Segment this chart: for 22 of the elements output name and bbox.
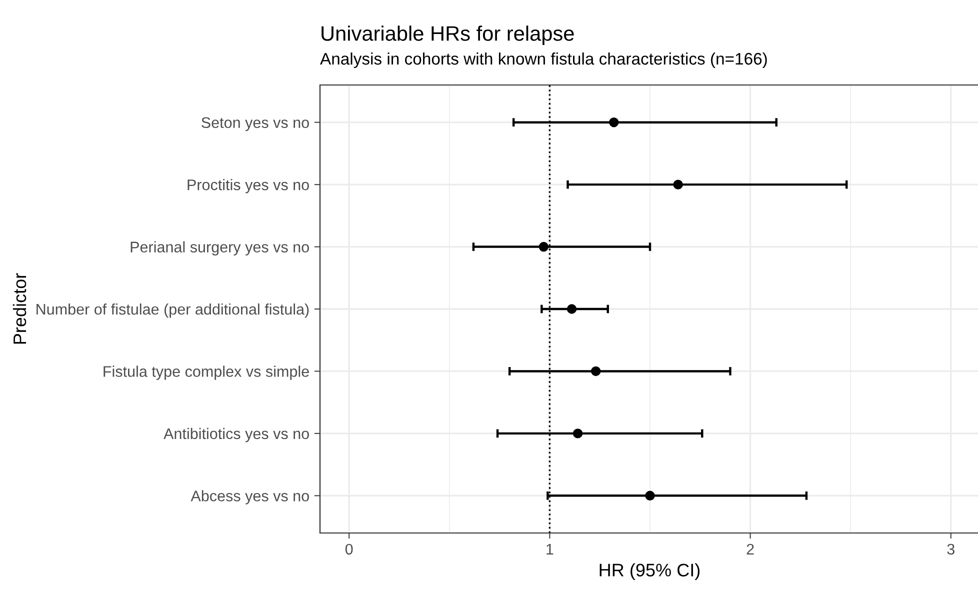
- point: [538, 242, 549, 252]
- y-axis-title: Predictor: [12, 273, 26, 344]
- point: [590, 366, 601, 376]
- x-tick-label: 2: [746, 544, 754, 554]
- y-tick-label: Antibitiotics yes vs no: [164, 428, 309, 442]
- point: [609, 117, 619, 128]
- y-tick-label: Abcess yes vs no: [190, 490, 309, 504]
- point: [572, 428, 583, 438]
- x-tick-label: 3: [947, 544, 954, 555]
- y-tick-label: Seton yes vs no: [202, 117, 309, 132]
- chart-title: Univariable HRs for relapse: [322, 26, 574, 45]
- y-tick-label: Fistula type complex vs simple: [104, 366, 309, 380]
- y-tick-label: Proctitis yes vs no: [188, 179, 309, 194]
- x-tick-label: 0: [345, 544, 353, 555]
- chart-subtitle: Analysis in cohorts with known fistula characteristics (n=166): [320, 52, 767, 68]
- y-tick-label: Perianal surgery yes vs no: [130, 241, 309, 256]
- y-tick-label: Number of fistulae (per additional fistula): [36, 303, 309, 318]
- point: [645, 490, 655, 501]
- x-tick-label: 1: [546, 544, 554, 554]
- point: [673, 180, 683, 190]
- x-axis-title: HR (95% CI): [600, 563, 700, 580]
- point: [566, 304, 577, 314]
